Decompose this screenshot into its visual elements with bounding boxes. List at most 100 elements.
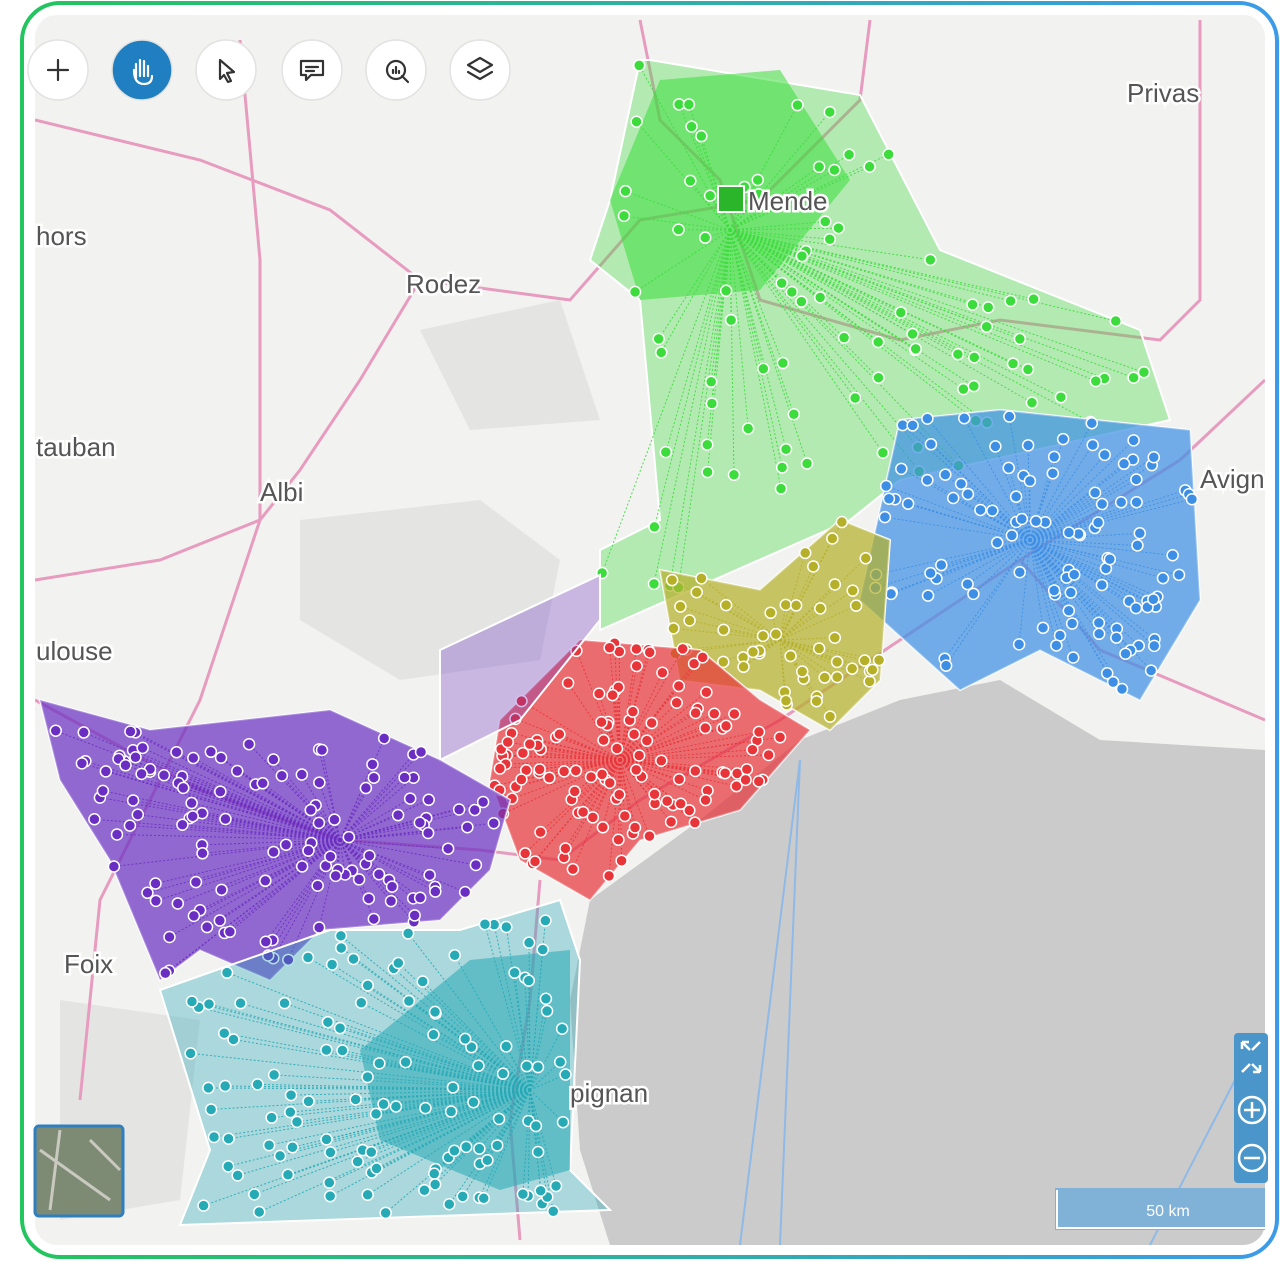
site-point[interactable] [553, 728, 566, 741]
site-point[interactable] [1110, 631, 1123, 644]
site-point[interactable] [785, 285, 799, 299]
site-point[interactable] [278, 996, 291, 1010]
site-point[interactable] [756, 629, 770, 643]
site-point[interactable] [458, 885, 472, 899]
site-point[interactable] [674, 600, 687, 613]
site-point[interactable] [559, 1068, 572, 1081]
site-point[interactable] [499, 1040, 513, 1053]
site-point[interactable] [556, 1115, 570, 1129]
site-point[interactable] [632, 749, 646, 762]
site-point[interactable] [906, 327, 919, 341]
site-point[interactable] [795, 249, 809, 263]
site-point[interactable] [961, 577, 974, 591]
site-point[interactable] [990, 536, 1004, 549]
site-point[interactable] [842, 148, 856, 161]
site-point[interactable] [185, 995, 199, 1008]
site-point[interactable] [643, 646, 656, 659]
site-point[interactable] [129, 750, 142, 764]
site-point[interactable] [490, 1139, 504, 1152]
site-point[interactable] [775, 461, 789, 474]
site-point[interactable] [549, 1179, 563, 1193]
site-point[interactable] [459, 1140, 473, 1154]
site-point[interactable] [800, 457, 814, 470]
site-point[interactable] [427, 1028, 440, 1041]
site-point[interactable] [207, 1130, 221, 1144]
site-point[interactable] [540, 1004, 554, 1018]
site-point[interactable] [739, 773, 752, 787]
site-point[interactable] [795, 295, 808, 308]
site-point[interactable] [1021, 439, 1035, 452]
site-point[interactable] [231, 764, 244, 778]
site-point[interactable] [187, 909, 201, 923]
site-point[interactable] [617, 209, 631, 223]
site-point[interactable] [248, 1188, 261, 1201]
site-point[interactable] [872, 371, 885, 384]
site-point[interactable] [421, 826, 435, 840]
site-point[interactable] [645, 716, 658, 730]
site-point[interactable] [196, 847, 209, 860]
site-point[interactable] [367, 771, 381, 784]
site-point[interactable] [1092, 627, 1106, 641]
site-point[interactable] [221, 1160, 235, 1173]
site-point[interactable] [290, 1115, 304, 1129]
basemap-thumbnail[interactable] [33, 1124, 125, 1218]
site-point[interactable] [752, 725, 766, 739]
button-circle[interactable] [195, 39, 257, 101]
site-point[interactable] [448, 949, 461, 962]
site-point[interactable] [429, 885, 442, 898]
site-point[interactable] [301, 951, 315, 964]
site-point[interactable] [377, 732, 391, 745]
site-point[interactable] [921, 589, 935, 602]
site-point[interactable] [419, 1101, 432, 1115]
site-point[interactable] [958, 411, 971, 425]
site-point[interactable] [477, 1192, 491, 1205]
site-point[interactable] [77, 726, 90, 739]
site-point[interactable] [670, 696, 683, 710]
site-point[interactable] [273, 1149, 287, 1163]
site-point[interactable] [448, 1144, 461, 1158]
site-point[interactable] [696, 651, 709, 664]
site-point[interactable] [99, 765, 113, 778]
site-point[interactable] [789, 599, 803, 612]
site-point[interactable] [779, 694, 793, 707]
site-point[interactable] [848, 391, 862, 405]
site-point[interactable] [123, 819, 137, 832]
site-point[interactable] [980, 320, 993, 333]
site-point[interactable] [1085, 416, 1099, 430]
site-point[interactable] [1002, 461, 1015, 475]
site-point[interactable] [659, 445, 673, 459]
site-point[interactable] [461, 820, 474, 834]
site-point[interactable] [259, 874, 272, 888]
site-point[interactable] [279, 838, 293, 851]
site-point[interactable] [628, 285, 642, 299]
site-point[interactable] [1147, 451, 1161, 464]
zoom-out-button[interactable] [1237, 1143, 1267, 1173]
site-point[interactable] [602, 869, 616, 883]
site-point[interactable] [655, 754, 668, 768]
site-point[interactable] [909, 342, 922, 356]
site-point[interactable] [1129, 601, 1143, 615]
site-point[interactable] [487, 817, 501, 830]
site-point[interactable] [1185, 493, 1199, 506]
site-point[interactable] [366, 758, 379, 771]
site-point[interactable] [1166, 548, 1179, 562]
site-point[interactable] [683, 614, 696, 627]
site-point[interactable] [596, 821, 610, 834]
site-point[interactable] [968, 351, 981, 364]
site-point[interactable] [311, 879, 324, 892]
site-point[interactable] [508, 966, 521, 980]
site-point[interactable] [814, 602, 827, 615]
site-point[interactable] [746, 743, 759, 756]
site-point[interactable] [320, 1133, 333, 1146]
site-point[interactable] [323, 1176, 336, 1189]
site-point[interactable] [1106, 675, 1120, 689]
site-point[interactable] [1027, 292, 1040, 306]
site-point[interactable] [737, 660, 750, 674]
site-point[interactable] [469, 858, 483, 872]
site-point[interactable] [640, 734, 654, 747]
site-point[interactable] [1130, 495, 1143, 509]
site-point[interactable] [372, 868, 386, 881]
site-point[interactable] [370, 1162, 383, 1175]
site-point[interactable] [369, 1107, 383, 1121]
site-point[interactable] [336, 1044, 349, 1057]
